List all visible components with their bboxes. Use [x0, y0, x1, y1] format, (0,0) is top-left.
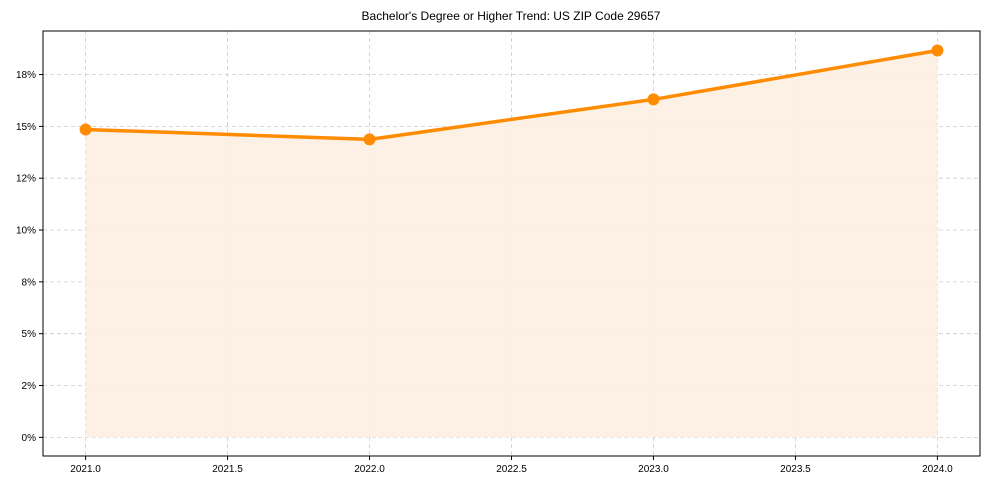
- y-tick-label: 18%: [16, 70, 36, 81]
- y-tick-label: 15%: [16, 122, 36, 133]
- data-point: [931, 44, 944, 57]
- data-point: [647, 93, 660, 106]
- y-tick-label: 12%: [16, 174, 36, 185]
- data-markers: [79, 44, 944, 146]
- y-tick-label: 2%: [22, 381, 37, 392]
- series-line: [83, 48, 940, 142]
- x-tick-label: 2021.5: [212, 464, 243, 475]
- x-tick-label: 2023.5: [780, 464, 811, 475]
- y-tick-label: 0%: [22, 433, 37, 444]
- y-tick-label: 10%: [16, 226, 36, 237]
- area-fill: [85, 50, 938, 438]
- data-point: [363, 133, 376, 146]
- y-tick-label: 5%: [22, 329, 37, 340]
- y-tick-label: 8%: [22, 277, 37, 288]
- data-point: [79, 123, 92, 136]
- x-tick-label: 2024.0: [922, 464, 953, 475]
- y-axis: 0% 2% 5% 8% 10% 12% 15% 18%: [16, 70, 43, 444]
- x-tick-label: 2022.5: [496, 464, 527, 475]
- chart-title: Bachelor's Degree or Higher Trend: US ZI…: [361, 9, 661, 23]
- x-tick-label: 2022.0: [354, 464, 385, 475]
- x-tick-label: 2023.0: [638, 464, 669, 475]
- x-axis: 2021.0 2021.5 2022.0 2022.5 2023.0 2023.5 2024…: [70, 456, 953, 475]
- x-tick-label: 2021.0: [70, 464, 101, 475]
